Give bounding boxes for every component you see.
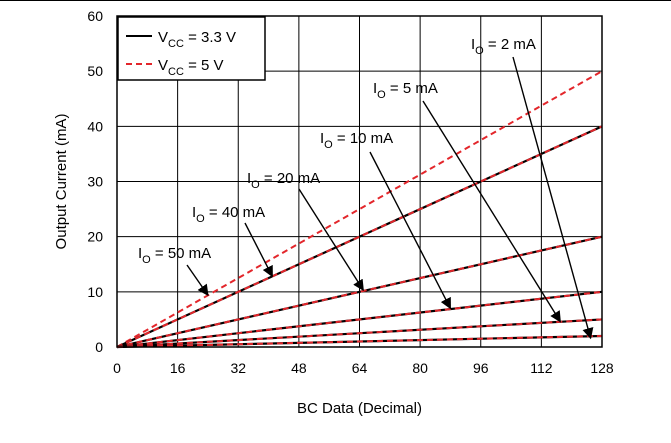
legend-label: VCC = 3.3 V	[158, 29, 236, 50]
annotation-label: IO = 20 mA	[247, 170, 320, 191]
legend: VCC = 3.3 V VCC = 5 V	[117, 16, 266, 81]
annotation-arrow	[512, 56, 594, 340]
x-tick-label: 64	[352, 360, 368, 376]
legend-box	[117, 16, 266, 81]
series-line-vcc-5v-20ma	[116, 235, 603, 348]
x-axis-title: BC Data (Decimal)	[297, 400, 422, 417]
top-rule	[0, 0, 671, 1]
annotation-label: IO = 2 mA	[471, 36, 536, 57]
annotation-arrow	[186, 264, 209, 297]
annotation-label: IO = 40 mA	[192, 204, 265, 225]
x-tick-label: 112	[530, 360, 553, 376]
plot-frame	[116, 15, 603, 348]
x-tick-label: 80	[412, 360, 428, 376]
series-line-vcc-5v-2ma	[116, 334, 603, 348]
y-tick-label: 10	[87, 284, 103, 300]
x-tick-label: 16	[170, 360, 186, 376]
annotation-label: IO = 10 mA	[320, 130, 393, 151]
y-tick-label: 40	[87, 118, 103, 134]
annotation-label: IO = 5 mA	[373, 80, 438, 101]
annotation-arrow	[369, 151, 452, 310]
y-tick-label: 50	[87, 63, 103, 79]
y-tick-label: 0	[95, 339, 103, 355]
annotation-arrow	[244, 222, 273, 278]
x-tick-label: 48	[291, 360, 307, 376]
y-tick-label: 20	[87, 229, 103, 245]
y-tick-labels: 0 10 20 30 40 50 60	[87, 8, 103, 355]
x-tick-label: 128	[590, 360, 614, 376]
y-axis-title: Output Current (mA)	[53, 114, 70, 250]
series-line-vcc-5v-40ma	[116, 125, 603, 348]
series-line-vcc-5v-5ma	[116, 318, 603, 348]
legend-label: VCC = 5 V	[158, 57, 224, 78]
x-tick-labels: 0 16 32 48 64 80 96 112 128	[113, 360, 614, 376]
y-tick-label: 60	[87, 8, 103, 24]
x-tick-label: 0	[113, 360, 121, 376]
series-lines	[116, 70, 603, 349]
series-line-vcc-5v-50ma	[116, 70, 603, 348]
series-line-vcc-5v-10ma	[116, 290, 603, 348]
y-tick-label: 30	[87, 174, 103, 190]
annotation-label: IO = 50 mA	[138, 245, 211, 266]
annotation-arrow	[422, 100, 561, 323]
x-tick-label: 96	[473, 360, 489, 376]
x-tick-label: 32	[230, 360, 246, 376]
annotation-arrow	[298, 188, 364, 292]
